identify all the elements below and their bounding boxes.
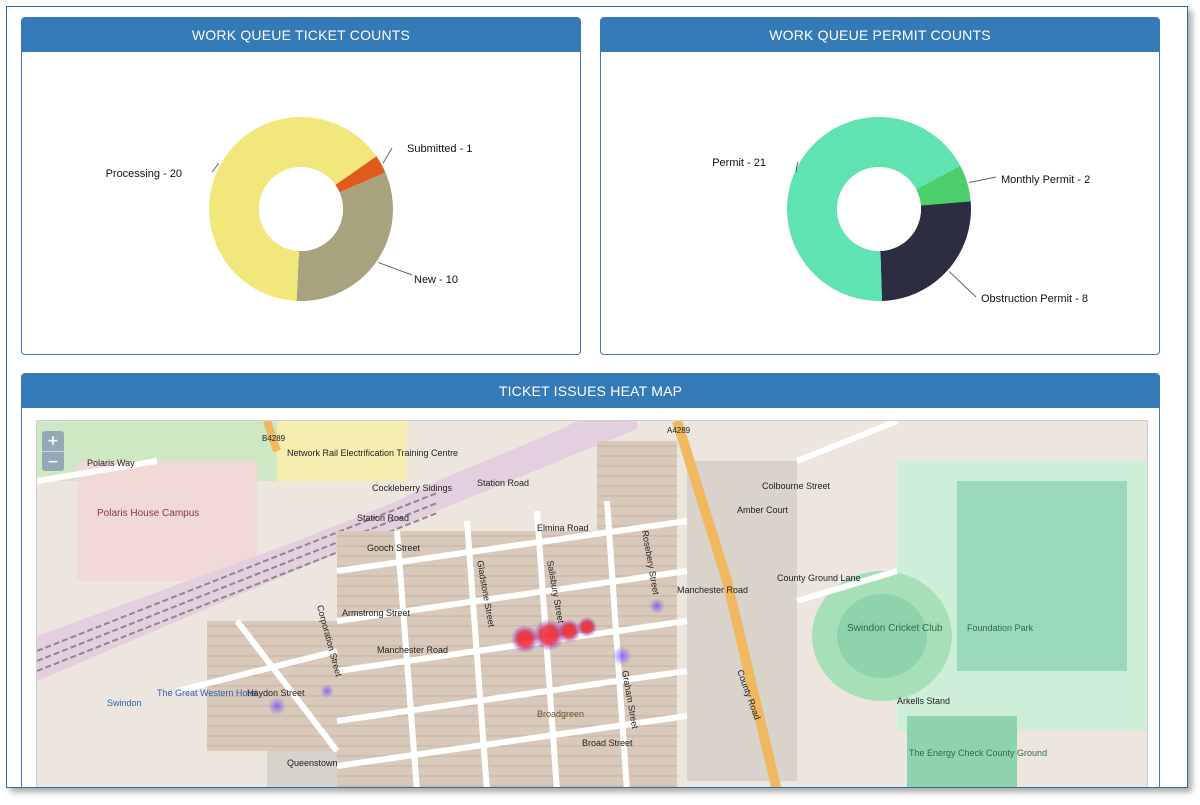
ticket-slice-submitted[interactable] xyxy=(335,156,386,193)
map-label-queenstown: Queenstown xyxy=(287,758,338,768)
permit-slice-monthly-permit[interactable] xyxy=(916,165,971,206)
map-label-elmina: Elmina Road xyxy=(537,523,589,533)
heat-map-title: TICKET ISSUES HEAT MAP xyxy=(22,374,1159,408)
ticket-slice-processing[interactable] xyxy=(209,116,377,301)
ticket-counts-panel: WORK QUEUE TICKET COUNTS Submitted - 1 Ne… xyxy=(21,17,581,355)
map-zoom-control: + − xyxy=(42,431,64,471)
ticket-counts-title: WORK QUEUE TICKET COUNTS xyxy=(22,18,580,52)
map-label-colbourne-street: Colbourne Street xyxy=(762,481,831,491)
ticket-leader-new xyxy=(378,262,413,276)
map-label-manchester-road: Manchester Road xyxy=(377,645,448,655)
heat-map-panel: TICKET ISSUES HEAT MAP xyxy=(21,373,1160,788)
ticket-slice-new[interactable] xyxy=(296,172,393,302)
ticket-donut-hole xyxy=(259,167,343,251)
map-label-broad-street: Broad Street xyxy=(582,738,633,748)
map-label-a4289: A4289 xyxy=(667,426,691,435)
dashboard-frame: WORK QUEUE TICKET COUNTS Submitted - 1 Ne… xyxy=(6,6,1188,788)
permit-slice-permit[interactable] xyxy=(787,117,961,301)
permit-counts-panel: WORK QUEUE PERMIT COUNTS Monthly Permit … xyxy=(600,17,1160,355)
map-label-broadgreen: Broadgreen xyxy=(537,709,584,719)
zoom-out-button[interactable]: − xyxy=(42,451,64,472)
permit-leader-permit xyxy=(795,161,799,173)
zoom-in-button[interactable]: + xyxy=(47,433,59,449)
map-label-amber-court: Amber Court xyxy=(737,505,789,515)
permit-slice-obstruction-permit[interactable] xyxy=(880,201,971,301)
map-label-county-ground-lane: County Ground Lane xyxy=(777,573,861,583)
ticket-leader-submitted xyxy=(382,147,393,164)
permit-leader-obstruction-permit xyxy=(948,271,977,298)
ticket-label-new: New - 10 xyxy=(414,274,458,286)
heat-map[interactable]: Polaris Way Polaris House Campus Station… xyxy=(36,420,1148,788)
permit-label-obstruction-permit: Obstruction Permit - 8 xyxy=(981,293,1088,305)
map-label-polaris-way: Polaris Way xyxy=(87,458,135,468)
map-label-arkells: Arkells Stand xyxy=(897,696,950,706)
map-label-network-rail: Network Rail Electrification Training Ce… xyxy=(287,448,458,458)
ticket-label-submitted: Submitted - 1 xyxy=(407,143,472,155)
map-label-polaris-house: Polaris House Campus xyxy=(97,508,199,519)
map-label-station-road-2: Station Road xyxy=(357,513,409,523)
map-label-swindon: Swindon xyxy=(107,698,142,708)
map-label-cockleberry: Cockleberry Sidings xyxy=(372,483,453,493)
map-label-gooch-street: Gooch Street xyxy=(367,543,421,553)
map-canvas[interactable]: Polaris Way Polaris House Campus Station… xyxy=(37,421,1147,788)
permit-leader-monthly-permit xyxy=(969,176,997,183)
map-label-energy-check: The Energy Check County Ground xyxy=(909,748,1047,758)
ticket-label-processing: Processing - 20 xyxy=(106,168,182,180)
map-label-cricket-club: Swindon Cricket Club xyxy=(847,623,943,634)
map-label-foundation-park: Foundation Park xyxy=(967,623,1034,633)
permit-label-monthly-permit: Monthly Permit - 2 xyxy=(1001,174,1090,186)
ticket-counts-donut-chart: Submitted - 1 New - 10 Processing - 20 xyxy=(106,116,472,302)
map-label-great-western: The Great Western Hotel xyxy=(157,688,257,698)
map-label-armstrong: Armstrong Street xyxy=(342,608,411,618)
map-label-station-road: Station Road xyxy=(477,478,529,488)
permit-donut-hole xyxy=(837,167,921,251)
ticket-leader-processing xyxy=(211,163,220,173)
permit-counts-title: WORK QUEUE PERMIT COUNTS xyxy=(601,18,1159,52)
permit-label-permit: Permit - 21 xyxy=(712,157,766,169)
permit-counts-donut-chart: Monthly Permit - 2 Obstruction Permit - 8… xyxy=(712,117,1090,305)
map-label-haydon: Haydon Street xyxy=(247,688,305,698)
map-label-manchester-road-2: Manchester Road xyxy=(677,585,748,595)
map-label-b4289: B4289 xyxy=(262,434,286,443)
